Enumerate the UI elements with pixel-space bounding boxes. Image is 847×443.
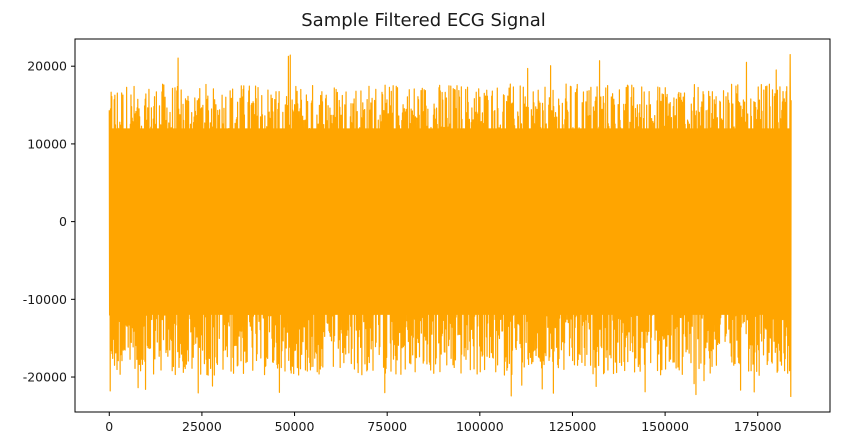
y-tick-label: 0: [59, 214, 67, 229]
y-tick-label: -10000: [23, 292, 67, 307]
x-axis: 0 25000 50000 75000 100000 125000 150000 175000: [105, 412, 782, 434]
x-tick-label: 0: [105, 419, 113, 434]
x-tick-label: 125000: [549, 419, 597, 434]
x-tick-label: 25000: [182, 419, 222, 434]
y-axis: -20000 -10000 0 10000 20000: [23, 59, 75, 385]
y-tick-label: 20000: [27, 59, 67, 74]
x-tick-label: 175000: [734, 419, 782, 434]
ecg-signal-series: [108, 53, 792, 398]
x-tick-label: 75000: [367, 419, 407, 434]
y-tick-label: -20000: [23, 370, 67, 385]
x-tick-label: 100000: [456, 419, 504, 434]
x-tick-label: 50000: [275, 419, 315, 434]
chart-title: Sample Filtered ECG Signal: [301, 10, 546, 31]
axes-frame: [74, 38, 831, 413]
y-tick-label: 10000: [27, 136, 67, 151]
ecg-signal-dense-band: [109, 128, 792, 315]
x-tick-label: 150000: [641, 419, 689, 434]
